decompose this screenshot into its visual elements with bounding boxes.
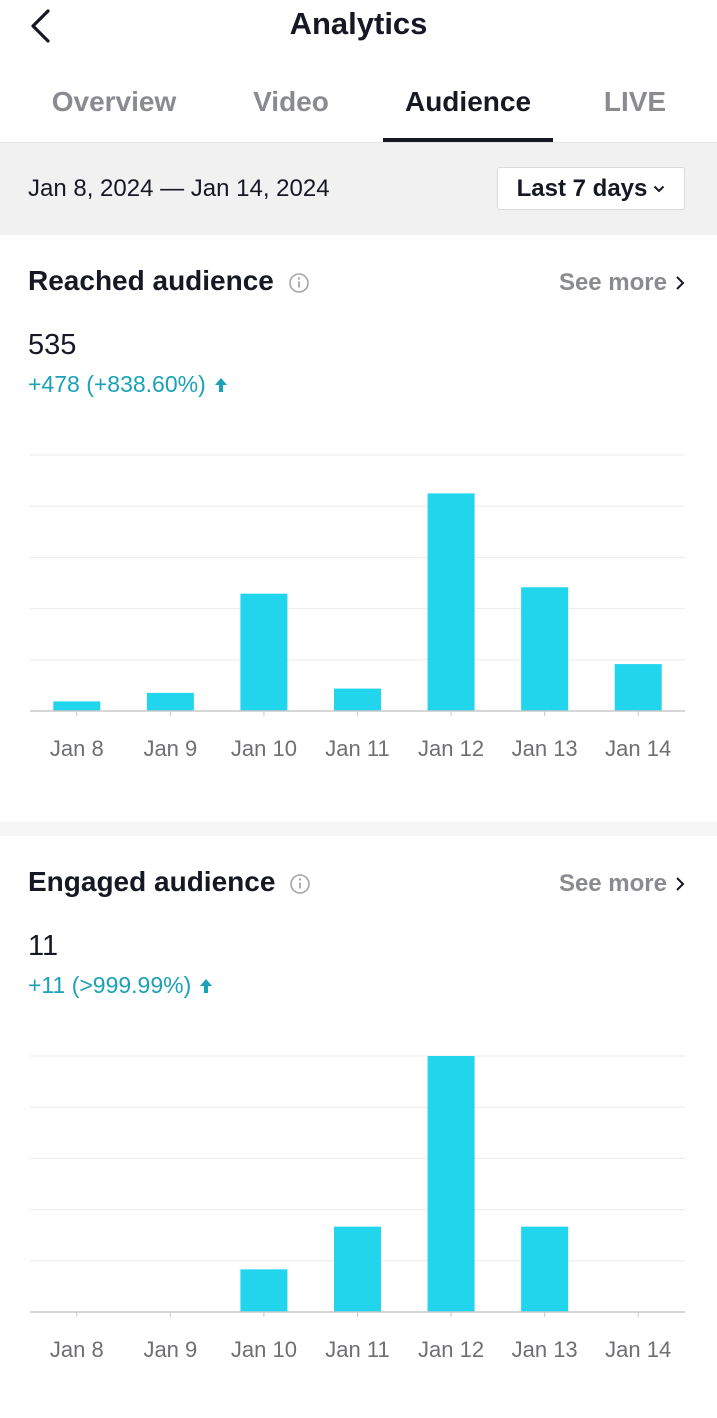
x-tick-label: Jan 12: [418, 736, 484, 761]
engaged-see-more-link[interactable]: See more: [559, 870, 685, 898]
tab-live[interactable]: LIVE: [603, 86, 667, 117]
chevron-right-icon: [676, 276, 685, 290]
reached-see-more-link[interactable]: See more: [559, 269, 685, 297]
reached-audience-title-row: Reached audience: [28, 265, 310, 297]
arrow-up-icon: [200, 978, 213, 993]
chart-bar-jan-12[interactable]: [427, 493, 475, 711]
delta-label: +478 (+838.60%): [28, 371, 206, 397]
page-title: Analytics: [289, 6, 428, 41]
see-more-label: See more: [558, 269, 667, 296]
delta-label: +11 (>999.99%): [28, 972, 192, 998]
engaged-audience-section: Engaged audience See more 11 +11 (>999.9…: [0, 836, 717, 1418]
chart-bar-jan-13[interactable]: [521, 587, 569, 711]
see-more-label: See more: [558, 870, 667, 897]
x-tick-label: Jan 11: [325, 736, 389, 761]
x-tick-label: Jan 10: [231, 736, 297, 761]
period-dropdown[interactable]: Last 7 days: [497, 167, 685, 210]
info-icon[interactable]: [289, 873, 311, 895]
chart-bar-jan-11[interactable]: [334, 1226, 381, 1312]
tab-bar: Overview Video Audience LIVE: [0, 72, 717, 143]
chevron-left-icon: [31, 9, 50, 43]
back-button[interactable]: [26, 8, 58, 44]
engaged-audience-bar-chart: Jan 8 Jan 9 Jan 10 Jan 11 Jan 12 Jan 13 Jan 14: [30, 1055, 685, 1362]
chart-bar-jan-11[interactable]: [334, 688, 381, 711]
tab-overview[interactable]: Overview: [51, 86, 177, 117]
chart-bar-jan-8[interactable]: [53, 701, 101, 711]
period-label: Last 7 days: [516, 174, 648, 202]
chart-bar-jan-10[interactable]: [240, 1269, 288, 1312]
x-tick-label: Jan 14: [605, 736, 671, 761]
date-range-label: Jan 8, 2024 — Jan 14, 2024: [28, 175, 330, 202]
chart-bar-jan-10[interactable]: [240, 593, 288, 711]
chevron-down-icon: [654, 185, 665, 192]
section-divider: [0, 822, 717, 836]
engaged-audience-delta: +11 (>999.99%): [28, 972, 213, 999]
x-tick-label: Jan 12: [418, 1337, 484, 1362]
date-range-bar: Jan 8, 2024 — Jan 14, 2024 Last 7 days: [0, 143, 717, 235]
chart-bar-jan-12[interactable]: [427, 1056, 475, 1312]
engaged-audience-value: 11: [28, 930, 59, 962]
active-tab-indicator: [383, 138, 553, 142]
x-tick-label: Jan 9: [143, 1337, 197, 1362]
reached-audience-section: Reached audience See more 535 +478 (+838…: [0, 235, 717, 822]
x-tick-label: Jan 9: [143, 736, 197, 761]
reached-audience-value: 535: [28, 329, 77, 361]
arrow-up-icon: [214, 377, 227, 392]
reached-audience-delta: +478 (+838.60%): [28, 371, 228, 398]
app-header: Analytics: [0, 0, 717, 56]
x-tick-label: Jan 13: [512, 1337, 578, 1362]
section-title: Reached audience: [28, 265, 274, 296]
info-icon[interactable]: [288, 272, 310, 294]
chevron-right-icon: [676, 877, 685, 891]
x-tick-label: Jan 13: [512, 736, 578, 761]
x-tick-label: Jan 14: [605, 1337, 671, 1362]
x-tick-label: Jan 10: [231, 1337, 297, 1362]
chart-bar-jan-13[interactable]: [521, 1226, 569, 1312]
x-tick-label: Jan 8: [50, 1337, 104, 1362]
section-title: Engaged audience: [28, 866, 276, 897]
x-tick-label: Jan 8: [50, 736, 104, 761]
reached-audience-bar-chart: Jan 8 Jan 9 Jan 10 Jan 11 Jan 12 Jan 13 Jan 14: [30, 454, 685, 761]
chart-bar-jan-14[interactable]: [614, 664, 662, 711]
engaged-audience-title-row: Engaged audience: [28, 866, 311, 898]
x-tick-label: Jan 11: [325, 1337, 389, 1362]
tab-video[interactable]: Video: [253, 86, 329, 117]
chart-bar-jan-9[interactable]: [146, 692, 194, 711]
tab-audience[interactable]: Audience: [404, 86, 532, 117]
